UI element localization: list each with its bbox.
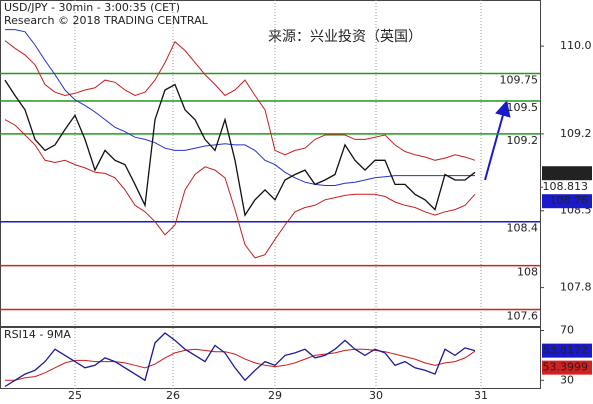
series-line <box>5 29 475 186</box>
rsi-title: RSI14 - 9MA <box>4 328 71 341</box>
value-label: 108.76 <box>550 194 589 207</box>
series-line <box>4 332 476 388</box>
series-line <box>4 79 476 217</box>
level-label: 108 <box>517 266 538 279</box>
price-panel <box>0 0 541 327</box>
y-tick-label: 30 <box>560 373 574 386</box>
value-label: 108.842 <box>543 166 589 179</box>
value-label: 108.813 <box>543 180 589 193</box>
chart-subtitle: Research © 2018 TRADING CENTRAL <box>4 14 209 27</box>
x-tick-label: 26 <box>166 389 180 402</box>
value-label: 53.8172 <box>543 344 589 357</box>
x-tick-label: 31 <box>474 389 488 402</box>
level-label: 109.5 <box>507 101 539 114</box>
forecast-arrow <box>484 100 511 181</box>
level-label: 108.4 <box>507 222 539 235</box>
value-box <box>542 343 592 358</box>
value-box <box>542 360 592 375</box>
level-label: 109.2 <box>507 134 539 147</box>
series-line <box>5 348 476 381</box>
source-note: 来源：兴业投资（英国） <box>268 28 422 45</box>
x-tick-label: 30 <box>369 389 383 402</box>
level-label: 107.6 <box>507 310 539 323</box>
level-label: 109.75 <box>500 74 539 87</box>
series-line <box>4 40 476 161</box>
y-tick-label: 70 <box>560 323 574 336</box>
series-line <box>4 119 476 259</box>
rsi-panel <box>0 327 541 389</box>
y-tick-label: 107.8 <box>560 281 592 294</box>
value-label: 53.3999 <box>543 361 589 374</box>
chart-title: USD/JPY - 30min - 3:00:35 (CET) <box>4 1 180 14</box>
value-box <box>542 194 592 209</box>
x-tick-label: 25 <box>68 389 82 402</box>
y-tick-label: 109.2 <box>560 127 592 140</box>
x-tick-label: 29 <box>268 389 282 402</box>
value-box <box>542 166 592 181</box>
y-tick-label: 110.0 <box>560 39 592 52</box>
